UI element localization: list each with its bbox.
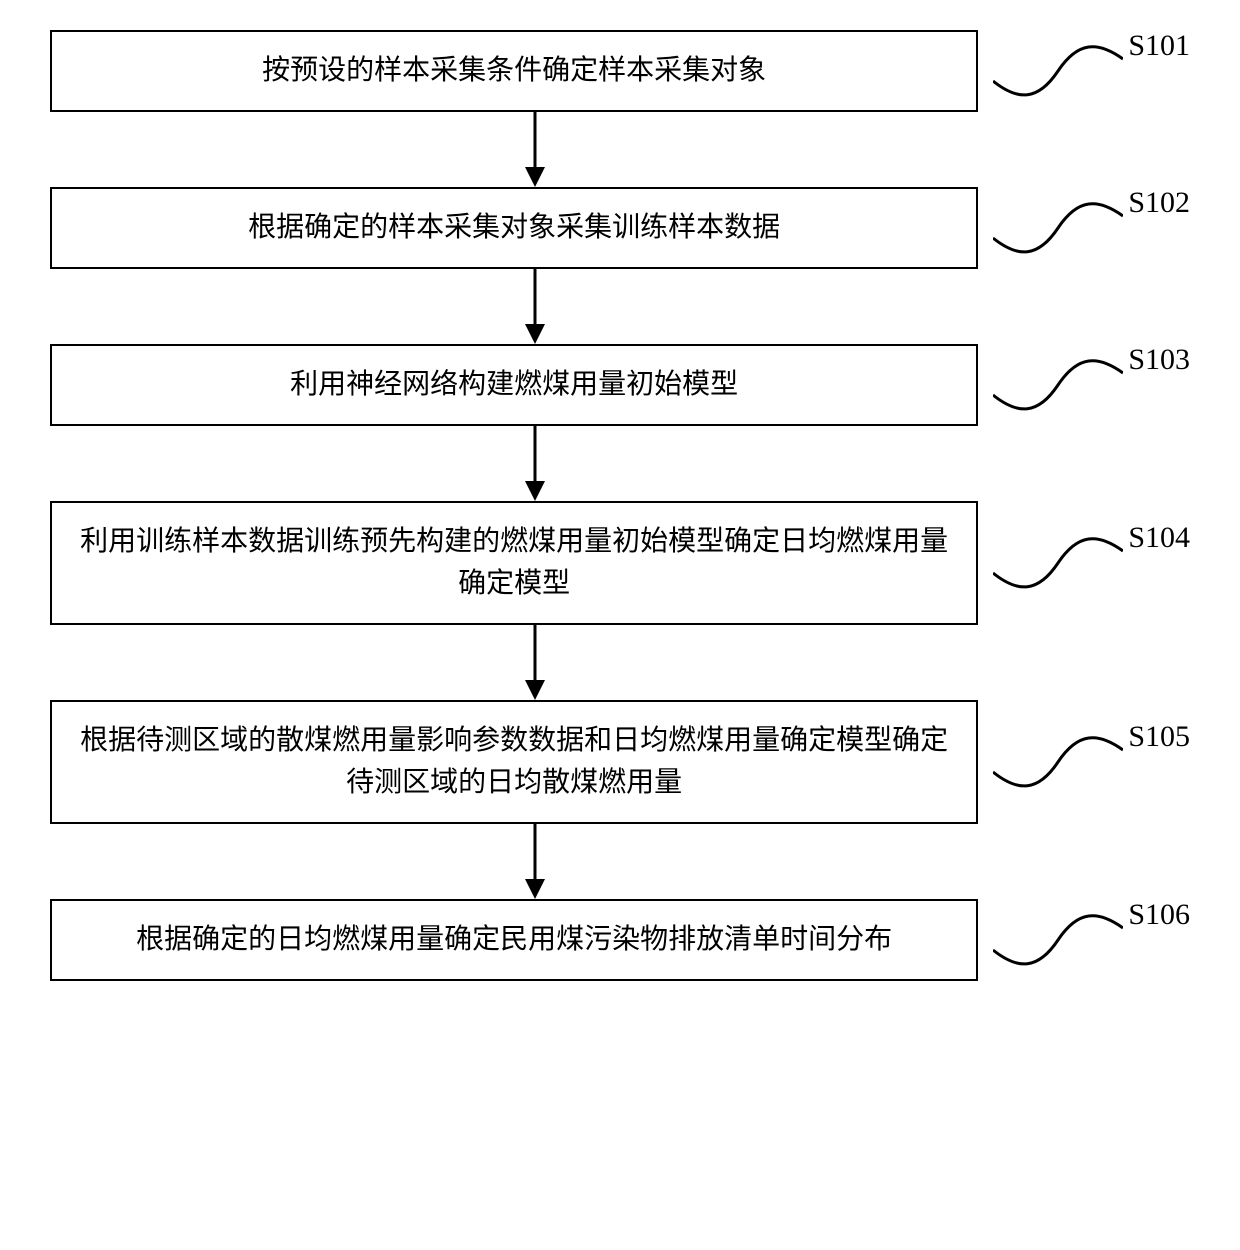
- wave-connector-icon: [993, 732, 1123, 792]
- flowchart-step-row: 利用神经网络构建燃煤用量初始模型S103: [50, 344, 1190, 426]
- connector-wrapper: S102: [993, 198, 1190, 258]
- flowchart-step-row: 利用训练样本数据训练预先构建的燃煤用量初始模型确定日均燃煤用量确定模型S104: [50, 501, 1190, 625]
- step-label: S102: [1128, 186, 1190, 220]
- arrow-down-icon: [520, 426, 550, 501]
- arrow-container: [50, 112, 1020, 187]
- flowchart-step-box: 根据确定的样本采集对象采集训练样本数据: [50, 187, 978, 269]
- connector-wrapper: S106: [993, 910, 1190, 970]
- arrow-container: [50, 426, 1020, 501]
- wave-connector-icon: [993, 41, 1123, 101]
- flowchart-step-box: 根据待测区域的散煤燃用量影响参数数据和日均燃煤用量确定模型确定待测区域的日均散煤…: [50, 700, 978, 824]
- flowchart-step-row: 根据确定的日均燃煤用量确定民用煤污染物排放清单时间分布S106: [50, 899, 1190, 981]
- wave-connector-icon: [993, 198, 1123, 258]
- flowchart-container: 按预设的样本采集条件确定样本采集对象S101根据确定的样本采集对象采集训练样本数…: [50, 30, 1190, 981]
- flowchart-step-box: 根据确定的日均燃煤用量确定民用煤污染物排放清单时间分布: [50, 899, 978, 981]
- arrow-down-icon: [520, 824, 550, 899]
- connector-wrapper: S105: [993, 732, 1190, 792]
- arrow-down-icon: [520, 269, 550, 344]
- flowchart-step-box: 利用训练样本数据训练预先构建的燃煤用量初始模型确定日均燃煤用量确定模型: [50, 501, 978, 625]
- step-label: S105: [1128, 720, 1190, 754]
- connector-wrapper: S101: [993, 41, 1190, 101]
- connector-wrapper: S104: [993, 533, 1190, 593]
- step-label: S101: [1128, 29, 1190, 63]
- step-label: S104: [1128, 521, 1190, 555]
- arrow-down-icon: [520, 112, 550, 187]
- wave-connector-icon: [993, 910, 1123, 970]
- arrow-container: [50, 625, 1020, 700]
- arrow-container: [50, 824, 1020, 899]
- flowchart-step-box: 按预设的样本采集条件确定样本采集对象: [50, 30, 978, 112]
- step-label: S103: [1128, 343, 1190, 377]
- flowchart-step-row: 按预设的样本采集条件确定样本采集对象S101: [50, 30, 1190, 112]
- arrow-container: [50, 269, 1020, 344]
- flowchart-step-row: 根据待测区域的散煤燃用量影响参数数据和日均燃煤用量确定模型确定待测区域的日均散煤…: [50, 700, 1190, 824]
- connector-wrapper: S103: [993, 355, 1190, 415]
- wave-connector-icon: [993, 355, 1123, 415]
- step-label: S106: [1128, 898, 1190, 932]
- wave-connector-icon: [993, 533, 1123, 593]
- flowchart-step-row: 根据确定的样本采集对象采集训练样本数据S102: [50, 187, 1190, 269]
- arrow-down-icon: [520, 625, 550, 700]
- flowchart-step-box: 利用神经网络构建燃煤用量初始模型: [50, 344, 978, 426]
